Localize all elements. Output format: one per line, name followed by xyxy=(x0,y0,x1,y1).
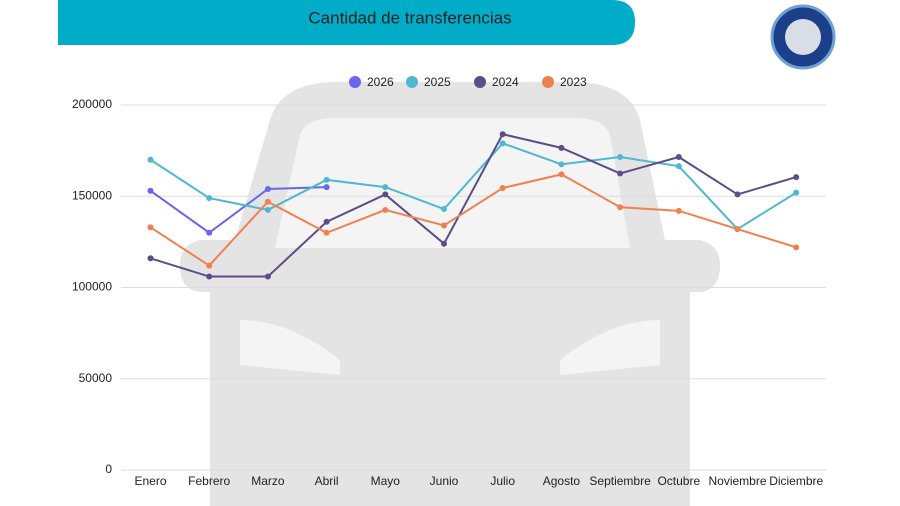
x-tick-label: Noviembre xyxy=(708,474,766,488)
data-point xyxy=(675,207,682,214)
data-point xyxy=(499,185,506,192)
x-tick-label: Septiembre xyxy=(589,474,651,488)
data-point xyxy=(617,170,624,177)
series-line xyxy=(150,133,797,278)
data-point xyxy=(382,184,389,191)
data-point xyxy=(264,185,271,192)
legend-swatch xyxy=(349,76,361,88)
data-point xyxy=(793,174,800,181)
x-tick-label: Mayo xyxy=(371,474,401,488)
data-point xyxy=(147,224,154,231)
legend-label: 2026 xyxy=(367,75,394,89)
data-point xyxy=(558,144,565,151)
data-point xyxy=(206,273,213,280)
data-point xyxy=(264,206,271,213)
legend-swatch xyxy=(474,76,486,88)
data-point xyxy=(382,191,389,198)
data-point xyxy=(323,229,330,236)
data-point xyxy=(617,204,624,211)
x-tick-label: Marzo xyxy=(251,474,285,488)
logo xyxy=(770,4,836,70)
y-tick-label: 150000 xyxy=(72,188,112,202)
data-point xyxy=(382,206,389,213)
data-point xyxy=(558,161,565,168)
legend-label: 2025 xyxy=(424,75,451,89)
y-tick-label: 100000 xyxy=(72,280,112,294)
data-point xyxy=(323,218,330,225)
x-tick-label: Julio xyxy=(490,474,515,488)
x-tick-label: Enero xyxy=(134,474,166,488)
legend-label: 2023 xyxy=(560,75,587,89)
data-point xyxy=(675,163,682,170)
data-point xyxy=(793,189,800,196)
data-point xyxy=(734,191,741,198)
data-point xyxy=(441,240,447,247)
x-tick-label: Octubre xyxy=(657,474,700,488)
series-line xyxy=(149,173,797,267)
data-point xyxy=(264,273,271,280)
data-point xyxy=(617,154,624,161)
background-car xyxy=(180,82,720,506)
data-point xyxy=(264,198,271,205)
legend-swatch xyxy=(542,76,554,88)
data-point xyxy=(206,229,213,236)
y-tick-label: 50000 xyxy=(79,371,113,385)
data-point xyxy=(441,206,447,213)
legend-label: 2024 xyxy=(492,75,519,89)
data-point xyxy=(206,195,213,202)
data-point xyxy=(793,244,800,251)
x-tick-label: Febrero xyxy=(188,474,230,488)
data-point xyxy=(206,262,213,269)
x-tick-label: Abril xyxy=(315,474,339,488)
legend-swatch xyxy=(406,76,418,88)
data-point xyxy=(147,156,154,163)
x-tick-label: Diciembre xyxy=(769,474,823,488)
data-point xyxy=(499,140,506,147)
data-point xyxy=(499,131,506,138)
data-point xyxy=(323,184,330,191)
title-banner xyxy=(58,0,635,45)
car-light xyxy=(560,320,660,375)
x-tick-label: Agosto xyxy=(543,474,581,488)
y-tick-label: 0 xyxy=(105,462,112,476)
data-point xyxy=(147,187,154,194)
x-tick-label: Junio xyxy=(430,474,459,488)
y-tick-label: 200000 xyxy=(72,97,112,111)
data-point xyxy=(558,171,565,178)
logo-inner xyxy=(785,19,821,55)
car-window xyxy=(275,118,630,248)
data-point xyxy=(147,255,154,262)
car-light xyxy=(240,320,340,375)
data-point xyxy=(441,222,447,229)
data-point xyxy=(675,154,682,161)
data-point xyxy=(323,176,330,183)
series-line xyxy=(149,142,797,231)
series-line xyxy=(149,186,327,234)
data-point xyxy=(734,226,741,233)
chart-title: Cantidad de transferencias xyxy=(308,8,511,27)
